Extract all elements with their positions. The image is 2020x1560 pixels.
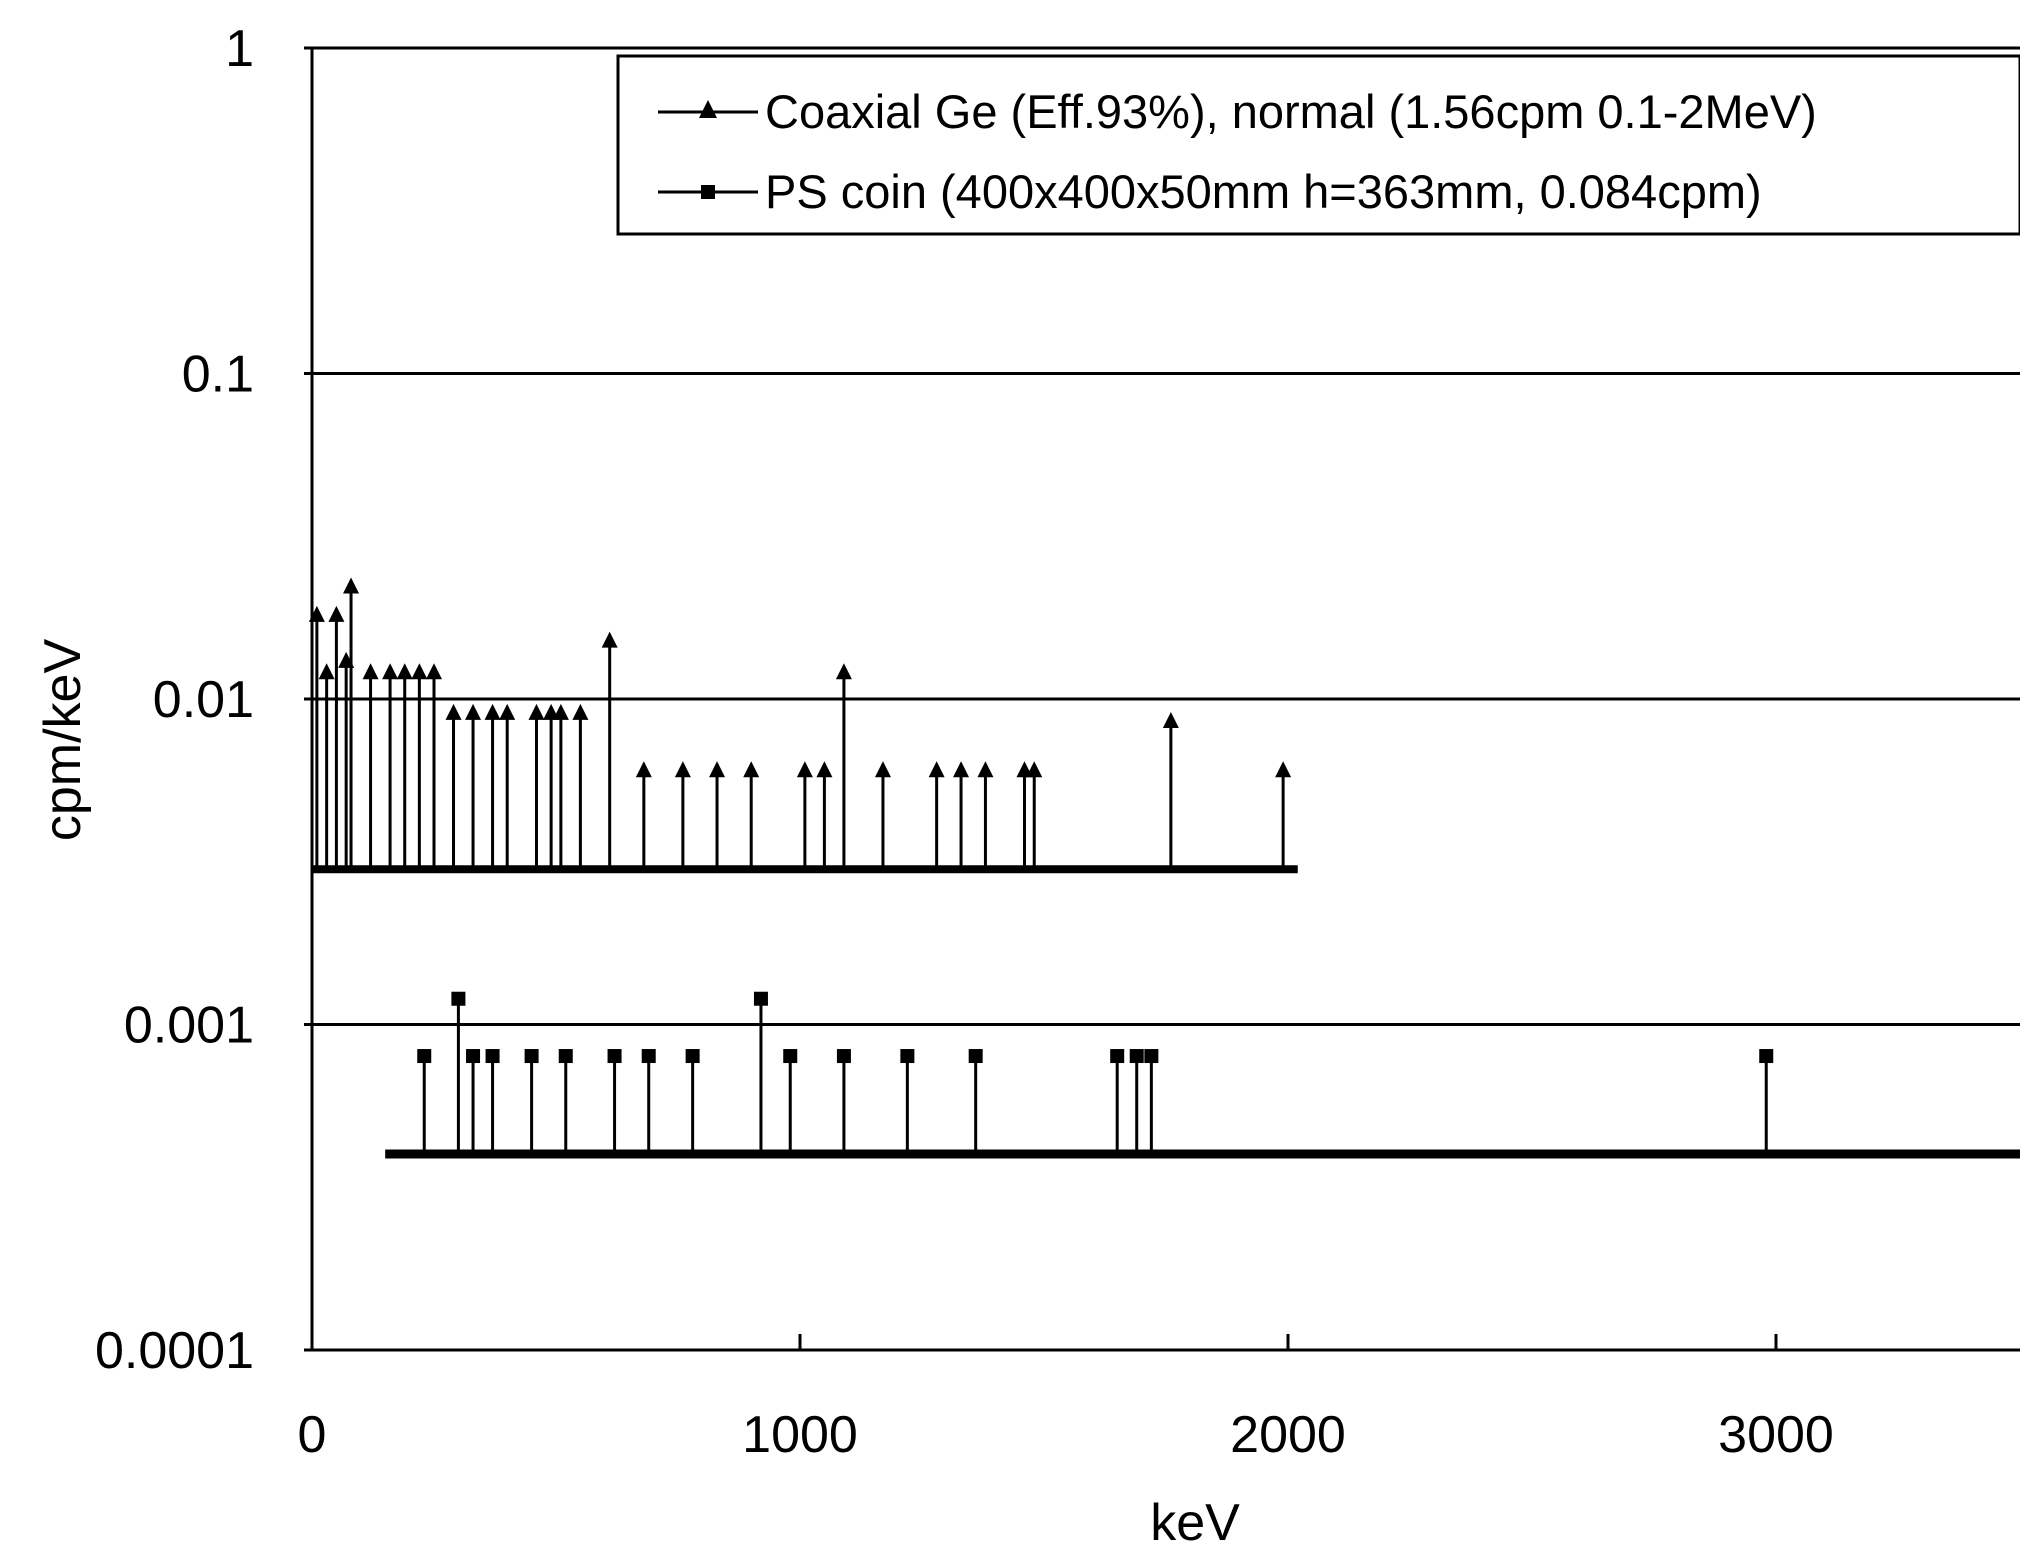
series-ps-coin xyxy=(385,991,2020,1159)
x-axis-title: keV xyxy=(1150,1494,1240,1552)
x-tick-label: 0 xyxy=(298,1406,327,1464)
ps-peak-marker xyxy=(783,1049,798,1064)
grid-lines xyxy=(312,372,2020,1026)
ge-peak-marker xyxy=(928,761,945,778)
legend-label-ge: Coaxial Ge (Eff.93%), normal (1.56cpm 0.… xyxy=(765,85,1817,138)
ge-peak-marker xyxy=(977,761,994,778)
y-tick-label: 0.001 xyxy=(124,997,254,1055)
ge-peak-marker xyxy=(674,761,691,778)
ps-peak-marker xyxy=(485,1049,500,1064)
x-tick-label: 3000 xyxy=(1718,1406,1834,1464)
ge-peak-marker xyxy=(1162,711,1179,728)
ge-peak-marker xyxy=(426,663,442,680)
ge-peak-marker xyxy=(953,761,970,778)
series-coaxial-ge xyxy=(308,577,1298,874)
ps-peak-marker xyxy=(417,1049,432,1064)
ps-peak-marker xyxy=(753,991,768,1006)
legend: Coaxial Ge (Eff.93%), normal (1.56cpm 0.… xyxy=(616,54,2020,236)
ps-peak-marker xyxy=(524,1049,539,1064)
legend-box xyxy=(616,54,2020,236)
ps-peak-marker xyxy=(558,1049,573,1064)
ps-peak-marker xyxy=(1144,1049,1159,1064)
ge-peak-marker xyxy=(445,703,462,720)
y-axis-title: cpm/keV xyxy=(34,639,92,842)
legend-marker-ge xyxy=(699,100,717,118)
ge-peak-marker xyxy=(743,761,760,778)
ge-peak-marker xyxy=(552,703,569,720)
ge-peak-marker xyxy=(816,761,833,778)
y-tick-label: 0.0001 xyxy=(95,1322,254,1380)
ge-peak-marker xyxy=(1275,761,1292,778)
axis-ticks: 0.0001 0.001 0.01 0.1 1 0 1000 2000 3000 xyxy=(95,20,1834,1464)
ge-peak-marker xyxy=(499,703,516,720)
ps-peak-marker xyxy=(968,1049,983,1064)
ge-peak-marker xyxy=(411,663,428,680)
ge-peak-marker xyxy=(318,663,335,680)
ge-peak-marker xyxy=(572,703,589,720)
ge-peak-marker xyxy=(709,761,726,778)
ps-peak-marker xyxy=(607,1049,622,1064)
ge-peak-marker xyxy=(382,663,399,680)
ge-peak-marker xyxy=(343,577,360,594)
ps-peak-marker xyxy=(1759,1049,1774,1064)
ps-peak-marker xyxy=(900,1049,915,1064)
ps-peak-marker xyxy=(1129,1049,1144,1064)
x-tick-label: 2000 xyxy=(1230,1406,1346,1464)
ps-peak-marker xyxy=(685,1049,700,1064)
legend-marker-ps xyxy=(701,185,715,199)
legend-label-ps: PS coin (400x400x50mm h=363mm, 0.084cpm) xyxy=(765,165,1762,218)
ps-peak-marker xyxy=(466,1049,481,1064)
y-tick-label: 0.1 xyxy=(182,346,254,404)
ge-peak-marker xyxy=(328,605,345,622)
ge-peak-marker xyxy=(362,663,379,680)
ge-peak-marker xyxy=(601,631,618,648)
data-series xyxy=(308,577,2020,1159)
ge-peak-marker xyxy=(835,663,852,680)
ge-peak-marker xyxy=(528,703,545,720)
ps-peak-marker xyxy=(641,1049,656,1064)
ge-peak-marker xyxy=(874,761,891,778)
ge-peak-marker xyxy=(796,761,813,778)
ps-peak-marker xyxy=(1110,1049,1125,1064)
ps-peak-marker xyxy=(836,1049,851,1064)
y-tick-label: 0.01 xyxy=(153,671,254,729)
y-tick-label: 1 xyxy=(225,20,254,78)
ge-peak-marker xyxy=(484,703,501,720)
ge-peak-marker xyxy=(635,761,652,778)
x-tick-label: 1000 xyxy=(742,1406,858,1464)
ps-peak-marker xyxy=(451,991,466,1006)
ge-peak-marker xyxy=(1026,761,1043,778)
ge-peak-marker xyxy=(396,663,413,680)
ge-peak-marker xyxy=(465,703,482,720)
